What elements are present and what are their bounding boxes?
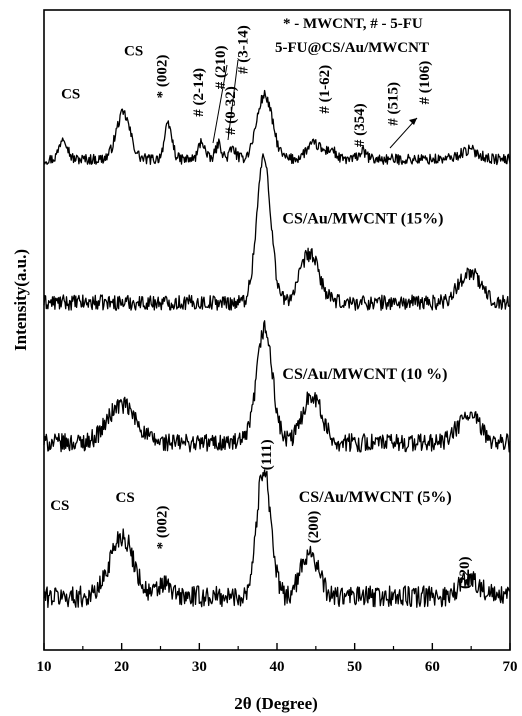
- x-tick-label-30: 30: [192, 659, 207, 675]
- x-axis-title: 2θ (Degree): [234, 694, 318, 713]
- annotation-arrows: [212, 59, 418, 149]
- arrow-515-head: [409, 118, 417, 125]
- annotation-hash-515: # (515): [385, 82, 401, 126]
- x-tick-label-40: 40: [270, 659, 285, 675]
- annotation-hash-106: # (106): [417, 61, 433, 105]
- x-tick-label-50: 50: [347, 659, 362, 675]
- series-line-2: [43, 153, 511, 311]
- annotation-star-002-top: * (002): [155, 55, 171, 99]
- series-line-1: [43, 89, 511, 166]
- annotation-peak-111: (111): [259, 439, 275, 470]
- series-line-3: [43, 320, 511, 453]
- annotation-star-002-bottom: * (002): [155, 506, 171, 550]
- legend-line-2: 5-FU@CS/Au/MWCNT: [275, 40, 429, 56]
- annotation-hash-3-14: # (3-14): [236, 25, 252, 74]
- annotation-peak-200: (200): [306, 511, 322, 544]
- annotation-hash-354: # (354): [352, 103, 368, 147]
- x-ticks: [43, 643, 511, 650]
- annotation-label-15: CS/Au/MWCNT (15%): [282, 210, 443, 227]
- annotation-hash-2-14: # (2-14): [191, 68, 207, 117]
- arrow-210: [212, 64, 228, 144]
- y-axis-title: Intensity(a.u.): [11, 249, 30, 351]
- annotation-cs-bottom-mid: CS: [116, 490, 135, 506]
- annotation-cs-top-left: CS: [61, 86, 80, 102]
- annotation-hash-0-32: # (0-32): [223, 86, 239, 135]
- annotation-peak-220: (220): [457, 557, 473, 590]
- x-tick-label-10: 10: [37, 659, 52, 675]
- annotation-hash-210: # (210): [213, 45, 229, 89]
- x-tick-label-70: 70: [503, 659, 518, 675]
- annotation-cs-top-mid: CS: [124, 44, 143, 60]
- peak-annotations: CS CS * (002) # (2-14) # (210)# (0-32) # (3-1…: [50, 25, 473, 589]
- arrow-3-14: [227, 59, 239, 141]
- annotation-cs-bottom-left: CS: [50, 498, 69, 514]
- series-line-4: [43, 469, 511, 608]
- xrd-traces: [43, 89, 511, 608]
- annotation-label-10: CS/Au/MWCNT (10 %): [282, 366, 447, 383]
- plot-frame: [43, 9, 511, 651]
- legend-line-1: * - MWCNT, # - 5-FU: [283, 16, 423, 32]
- annotation-hash-1-62: # (1-62): [317, 65, 333, 114]
- legend: * - MWCNT, # - 5-FU 5-FU@CS/Au/MWCNT: [275, 16, 429, 56]
- x-tick-labels: 10 20 30 40 50 60 70: [37, 659, 518, 675]
- x-tick-label-60: 60: [425, 659, 440, 675]
- annotation-label-5: CS/Au/MWCNT (5%): [299, 489, 452, 506]
- x-tick-label-20: 20: [114, 659, 129, 675]
